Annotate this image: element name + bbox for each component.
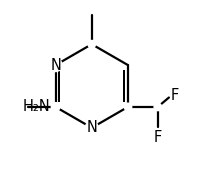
Circle shape <box>49 59 62 72</box>
Circle shape <box>88 40 95 48</box>
Circle shape <box>154 103 162 111</box>
Text: F: F <box>154 130 162 145</box>
Circle shape <box>85 121 98 134</box>
Text: H₂N: H₂N <box>22 99 50 114</box>
Text: N: N <box>50 58 61 73</box>
Text: N: N <box>86 120 97 135</box>
Text: F: F <box>171 88 179 103</box>
Circle shape <box>124 103 132 111</box>
Circle shape <box>51 103 60 111</box>
